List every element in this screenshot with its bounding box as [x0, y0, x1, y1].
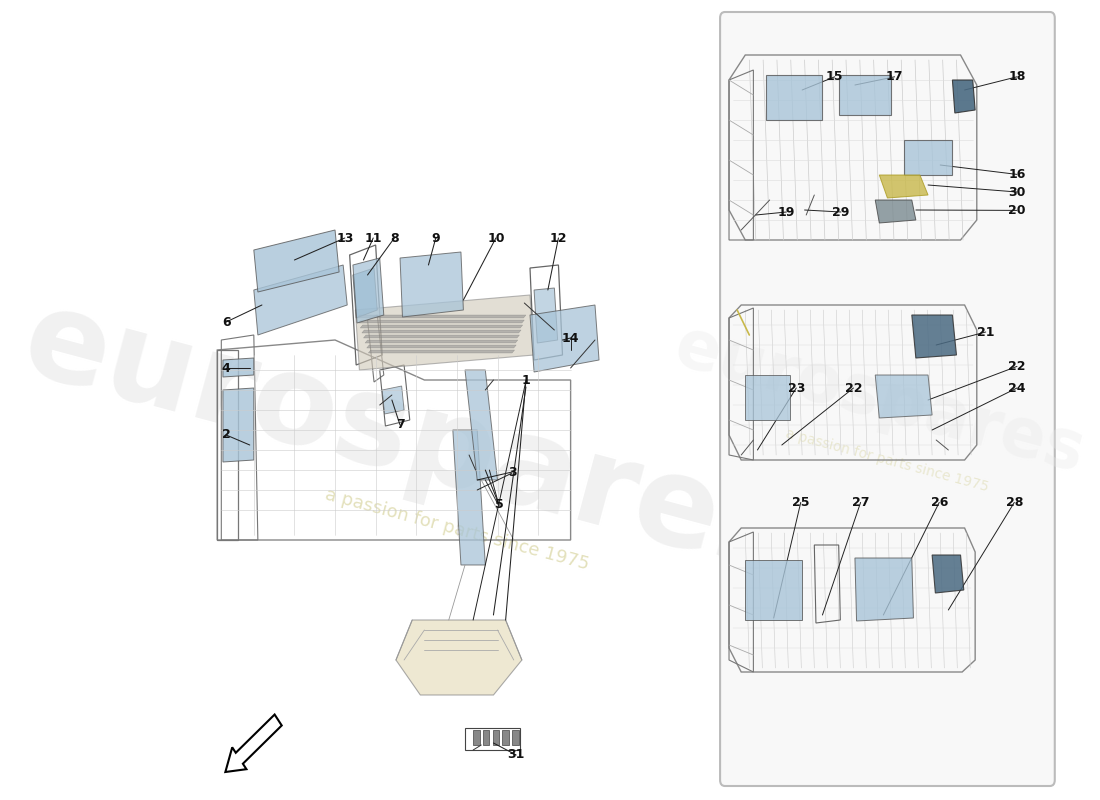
Polygon shape — [513, 730, 518, 745]
Polygon shape — [359, 320, 525, 323]
Polygon shape — [746, 375, 790, 420]
Polygon shape — [912, 315, 957, 358]
Text: 16: 16 — [1009, 168, 1025, 181]
Polygon shape — [465, 370, 497, 480]
Polygon shape — [396, 620, 521, 695]
Polygon shape — [746, 560, 802, 620]
Text: 8: 8 — [390, 231, 398, 245]
Text: 4: 4 — [222, 362, 231, 374]
Polygon shape — [366, 345, 516, 348]
Polygon shape — [483, 730, 490, 745]
Text: 28: 28 — [1005, 496, 1023, 509]
Polygon shape — [879, 175, 928, 198]
Polygon shape — [535, 288, 558, 343]
Text: 12: 12 — [550, 231, 568, 245]
Polygon shape — [473, 730, 480, 745]
Text: 9: 9 — [431, 231, 440, 245]
Polygon shape — [254, 230, 339, 292]
Polygon shape — [503, 730, 509, 745]
Text: 5: 5 — [495, 498, 504, 511]
Polygon shape — [223, 358, 254, 377]
Text: 15: 15 — [826, 70, 844, 83]
Text: 26: 26 — [931, 496, 948, 509]
Text: 18: 18 — [1009, 70, 1025, 83]
Polygon shape — [223, 388, 254, 462]
Polygon shape — [400, 252, 463, 317]
Polygon shape — [932, 555, 964, 593]
Text: 31: 31 — [507, 749, 525, 762]
Polygon shape — [358, 315, 526, 318]
Polygon shape — [353, 258, 384, 323]
Text: 2: 2 — [222, 429, 231, 442]
Text: 6: 6 — [222, 315, 231, 329]
Polygon shape — [876, 200, 916, 223]
Text: 27: 27 — [851, 496, 869, 509]
Polygon shape — [766, 75, 823, 120]
Text: a passion for parts since 1975: a passion for parts since 1975 — [322, 486, 591, 574]
Text: 22: 22 — [845, 382, 862, 394]
Polygon shape — [362, 330, 521, 333]
Text: 7: 7 — [396, 418, 405, 431]
FancyBboxPatch shape — [720, 12, 1055, 786]
Polygon shape — [855, 558, 913, 621]
Text: 21: 21 — [977, 326, 994, 338]
Text: 1: 1 — [521, 374, 530, 386]
Text: a passion for parts since 1975: a passion for parts since 1975 — [784, 426, 990, 494]
Polygon shape — [382, 386, 404, 414]
Polygon shape — [368, 350, 515, 353]
Text: 19: 19 — [778, 206, 795, 218]
Polygon shape — [360, 325, 522, 328]
Text: 10: 10 — [487, 231, 505, 245]
Polygon shape — [355, 295, 535, 370]
Polygon shape — [453, 430, 485, 565]
Polygon shape — [363, 335, 519, 338]
Polygon shape — [953, 80, 976, 113]
Text: 30: 30 — [1009, 186, 1025, 198]
Polygon shape — [254, 265, 348, 335]
Text: 24: 24 — [1009, 382, 1025, 394]
FancyArrow shape — [226, 714, 282, 772]
Text: 11: 11 — [364, 231, 382, 245]
Text: eurospares: eurospares — [11, 279, 805, 601]
Polygon shape — [493, 730, 499, 745]
Text: 13: 13 — [337, 231, 353, 245]
Text: 3: 3 — [508, 466, 516, 478]
Text: 23: 23 — [788, 382, 805, 394]
Polygon shape — [904, 140, 953, 175]
Text: 20: 20 — [1009, 204, 1025, 217]
Text: 22: 22 — [1009, 360, 1025, 373]
Polygon shape — [365, 340, 518, 343]
Text: 29: 29 — [833, 206, 849, 218]
Text: 14: 14 — [562, 331, 580, 345]
Text: eurospares: eurospares — [668, 314, 1091, 486]
Text: 25: 25 — [792, 496, 810, 509]
Polygon shape — [876, 375, 932, 418]
Polygon shape — [530, 305, 600, 372]
Polygon shape — [353, 268, 377, 318]
Text: 17: 17 — [886, 70, 903, 83]
Polygon shape — [838, 75, 891, 115]
